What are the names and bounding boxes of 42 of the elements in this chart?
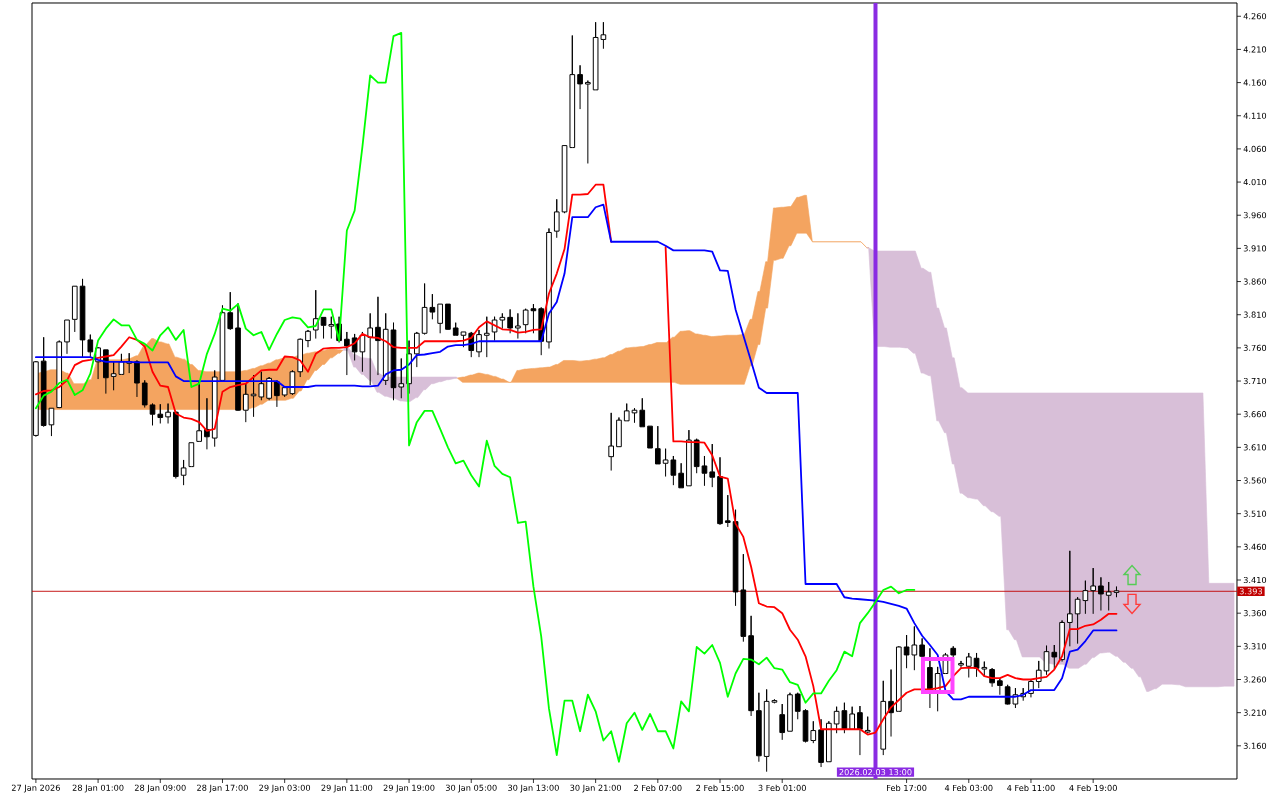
x-tick-label: 29 Jan 03:00 — [259, 784, 311, 793]
x-tick-label: 28 Jan 09:00 — [134, 784, 186, 793]
x-tick-label: 2 Feb 15:00 — [696, 784, 744, 792]
x-tick-label: 27 Jan 2026 — [11, 784, 60, 793]
x-tick-label: 3 Feb 01:00 — [758, 784, 806, 792]
y-tick-label: 3.410 — [1243, 576, 1267, 584]
y-tick-label: 3.910 — [1243, 245, 1267, 252]
y-tick-label: 4.260 — [1243, 13, 1267, 20]
y-tick-label: 4.160 — [1243, 79, 1267, 86]
y-tick-label: 3.360 — [1243, 610, 1267, 617]
x-tick-label: 4 Feb 03:00 — [944, 784, 993, 792]
x-tick-label: 2026.02.03 13:00 — [839, 768, 912, 776]
y-tick-label: 4.110 — [1243, 112, 1267, 119]
x-tick-label: 30 Jan 21:00 — [570, 784, 622, 793]
x-tick-label: 4 Feb 11:00 — [1007, 784, 1055, 792]
x-tick-label: 29 Jan 11:00 — [321, 784, 373, 793]
y-tick-label: 3.660 — [1243, 411, 1267, 418]
y-tick-label: 3.960 — [1243, 212, 1267, 219]
y-tick-label: 3.310 — [1243, 643, 1267, 650]
y-tick-label: 3.610 — [1243, 444, 1267, 451]
y-tick-label: 3.160 — [1243, 742, 1267, 749]
y-tick-label: 3.810 — [1243, 311, 1267, 318]
y-tick-label: 3.760 — [1243, 344, 1267, 351]
y-tick-label: 3.260 — [1243, 676, 1267, 683]
y-tick-label: 3.510 — [1243, 510, 1267, 517]
y-tick-label: 4.060 — [1243, 145, 1267, 152]
x-tick-label: 28 Jan 01:00 — [72, 784, 124, 793]
x-tick-label: 2 Feb 07:00 — [634, 784, 682, 792]
y-tick-label: 3.860 — [1243, 278, 1267, 285]
x-tick-label: Feb 17:00 — [887, 784, 927, 792]
x-tick-label: 29 Jan 19:00 — [383, 784, 435, 793]
y-tick-label: 3.710 — [1243, 377, 1267, 385]
y-tick-label: 3.460 — [1243, 543, 1267, 550]
ref-line-label: 3.393 — [1239, 588, 1262, 595]
x-tick-label: 28 Jan 17:00 — [197, 784, 248, 793]
y-tick-label: 4.010 — [1243, 178, 1267, 186]
y-tick-label: 4.210 — [1243, 46, 1267, 53]
x-tick-label: 4 Feb 19:00 — [1069, 784, 1117, 792]
x-tick-label: 30 Jan 13:00 — [508, 784, 559, 793]
y-tick-label: 3.560 — [1243, 477, 1267, 484]
x-tick-label: 30 Jan 05:00 — [445, 784, 497, 793]
y-tick-label: 3.210 — [1243, 709, 1267, 716]
